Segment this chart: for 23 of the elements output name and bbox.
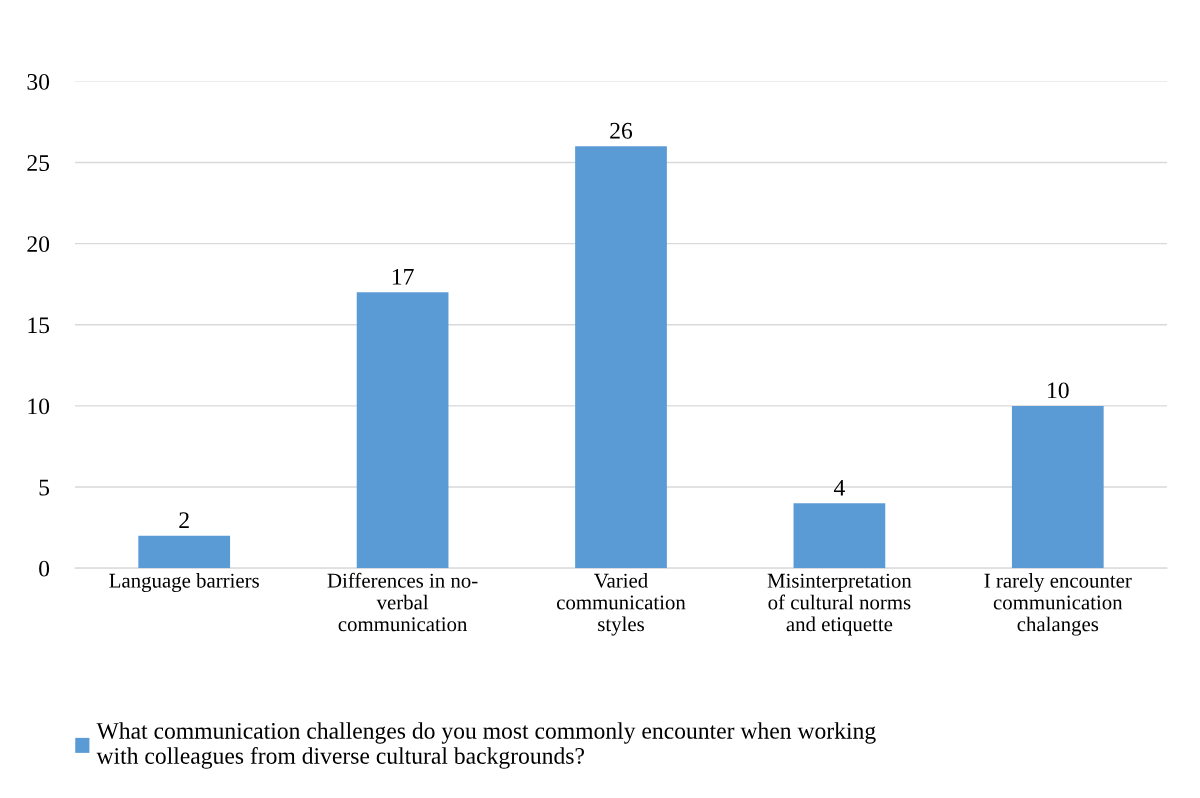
- x-tick-label: Differences in no- verbal communication: [327, 572, 478, 632]
- bar: [793, 503, 886, 569]
- data-label: 17: [392, 268, 414, 285]
- y-tick-label: 20: [27, 236, 50, 253]
- y-tick-label: 5: [39, 479, 50, 496]
- x-tick-label: Misinterpretation of cultural norms and etiquette: [767, 573, 912, 636]
- legend-label: What communication challenges do you most commonly encounter when working with colleagues from diverse cultural backgrounds?: [96, 722, 876, 769]
- data-label: 4: [833, 479, 845, 496]
- bar: [575, 146, 667, 569]
- y-tick-label: 25: [27, 155, 50, 171]
- x-tick-label: Varied communication styles: [556, 573, 686, 636]
- data-label: 26: [610, 122, 633, 139]
- data-label: 10: [1048, 382, 1069, 399]
- y-tick-label: 30: [27, 73, 50, 90]
- bar: [356, 292, 449, 569]
- y-tick-label: 15: [28, 317, 50, 334]
- data-label: 2: [179, 512, 189, 528]
- bar: [1011, 405, 1104, 569]
- bar: [138, 535, 231, 569]
- x-tick-label: Language barriers: [109, 573, 259, 592]
- y-tick-label: 10: [28, 398, 50, 415]
- x-tick-label: I rarely encounter communication chalanges: [984, 573, 1132, 636]
- y-tick-label: 0: [39, 560, 50, 577]
